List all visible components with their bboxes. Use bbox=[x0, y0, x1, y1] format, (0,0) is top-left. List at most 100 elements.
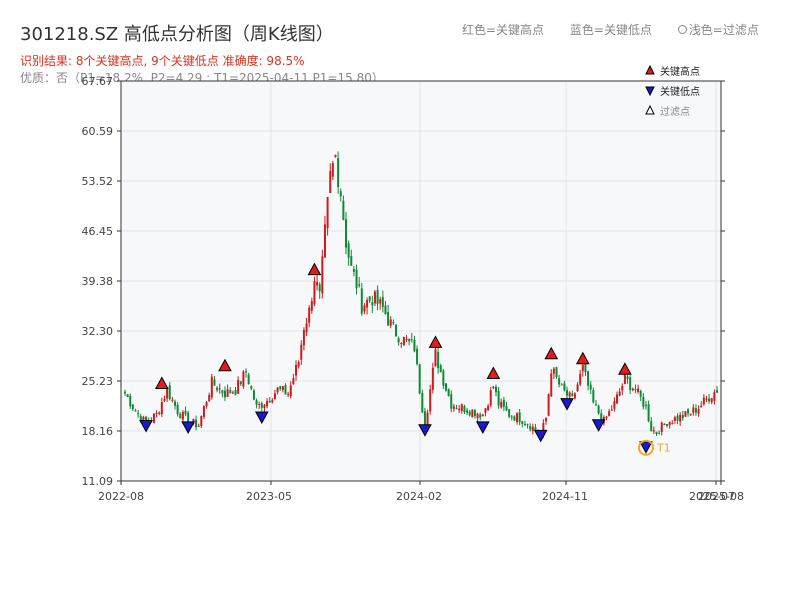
candle bbox=[124, 389, 126, 396]
candle-body bbox=[487, 405, 490, 411]
candle-body bbox=[242, 371, 245, 387]
candle bbox=[497, 386, 500, 409]
candle-body bbox=[279, 386, 282, 389]
candle-body bbox=[679, 414, 682, 422]
candle bbox=[179, 412, 182, 419]
candle-body bbox=[181, 411, 184, 420]
candle-body bbox=[179, 413, 182, 419]
candle-body bbox=[552, 368, 555, 374]
candle-body bbox=[658, 432, 661, 434]
candle-body bbox=[268, 401, 271, 403]
candle bbox=[566, 386, 569, 399]
candle-body bbox=[184, 410, 187, 415]
candle bbox=[402, 336, 405, 347]
y-tick-label: 18.16 bbox=[82, 425, 114, 438]
candle bbox=[529, 423, 532, 432]
candle-body bbox=[321, 256, 324, 294]
candle bbox=[223, 386, 226, 401]
candle bbox=[592, 387, 595, 404]
candle bbox=[692, 404, 695, 416]
candle bbox=[594, 400, 597, 406]
candle-body bbox=[416, 348, 419, 365]
candle-body bbox=[429, 389, 432, 412]
candle-body bbox=[694, 408, 697, 413]
candle bbox=[358, 277, 361, 288]
candle bbox=[245, 368, 248, 378]
candle bbox=[345, 212, 348, 255]
candle bbox=[231, 390, 234, 395]
candle-body bbox=[263, 405, 266, 408]
candle-body bbox=[418, 364, 421, 394]
candle bbox=[505, 401, 508, 412]
candle bbox=[271, 398, 274, 404]
candle bbox=[326, 196, 329, 236]
candle bbox=[389, 316, 392, 329]
candle bbox=[302, 327, 305, 351]
candle bbox=[560, 383, 563, 386]
candle-body bbox=[584, 362, 587, 373]
candle-body bbox=[597, 405, 600, 414]
candle-body bbox=[195, 419, 198, 428]
candle bbox=[558, 374, 561, 388]
candle-body bbox=[376, 289, 379, 304]
candle bbox=[510, 415, 513, 421]
candle-body bbox=[489, 390, 492, 406]
candle-body bbox=[579, 373, 582, 385]
candle bbox=[352, 266, 355, 277]
legend-red-text: 红色=关键高点 bbox=[462, 23, 545, 37]
candle bbox=[252, 388, 255, 401]
candle-body bbox=[387, 312, 390, 326]
x-tick-label: 2025-07 bbox=[689, 490, 735, 503]
candle-body bbox=[347, 243, 350, 258]
candle bbox=[363, 303, 366, 315]
y-tick-label: 11.09 bbox=[82, 475, 114, 488]
candle-body bbox=[568, 392, 571, 397]
candle-body bbox=[629, 377, 632, 390]
candle-body bbox=[355, 269, 358, 289]
candle bbox=[439, 363, 442, 373]
candle bbox=[581, 361, 584, 377]
candle-body bbox=[560, 384, 563, 386]
candle-body bbox=[229, 390, 232, 394]
candle bbox=[421, 389, 424, 414]
candle-body bbox=[531, 426, 534, 432]
candle bbox=[297, 360, 300, 369]
candle bbox=[281, 386, 284, 393]
candle-body bbox=[650, 421, 653, 432]
axes: 11.09 18.16 25.23 32.30 39.38 46.45 53.52 60.59… bbox=[82, 75, 744, 503]
candle bbox=[689, 413, 692, 416]
candle-body bbox=[168, 385, 171, 399]
candle-body bbox=[402, 337, 405, 346]
candle bbox=[202, 405, 205, 420]
candle-body bbox=[237, 380, 240, 394]
candle bbox=[631, 387, 634, 392]
candle-body bbox=[547, 394, 550, 416]
y-tick-label: 67.67 bbox=[82, 75, 114, 88]
key-high-marker bbox=[618, 362, 632, 375]
candle bbox=[523, 420, 526, 427]
candle-body bbox=[587, 371, 590, 386]
candle bbox=[716, 386, 718, 394]
candle bbox=[313, 276, 316, 307]
candle-body bbox=[600, 413, 603, 422]
candle-body bbox=[481, 414, 484, 416]
candle bbox=[381, 290, 384, 313]
candle bbox=[694, 404, 697, 416]
candle bbox=[658, 430, 661, 435]
candle-body bbox=[152, 413, 155, 423]
candle-body bbox=[126, 394, 129, 397]
candle bbox=[563, 380, 566, 392]
candle-body bbox=[713, 392, 716, 401]
candle bbox=[571, 390, 574, 397]
candle bbox=[289, 381, 292, 399]
candle-body bbox=[284, 384, 287, 395]
candle-body bbox=[266, 400, 269, 407]
candle-body bbox=[626, 376, 629, 380]
candle bbox=[663, 423, 666, 426]
candle bbox=[616, 391, 619, 405]
result-summary: 识别结果: 8个关键高点, 9个关键低点 准确度: 98.5% bbox=[20, 54, 305, 68]
candle-body bbox=[173, 401, 176, 406]
candle bbox=[452, 403, 455, 412]
